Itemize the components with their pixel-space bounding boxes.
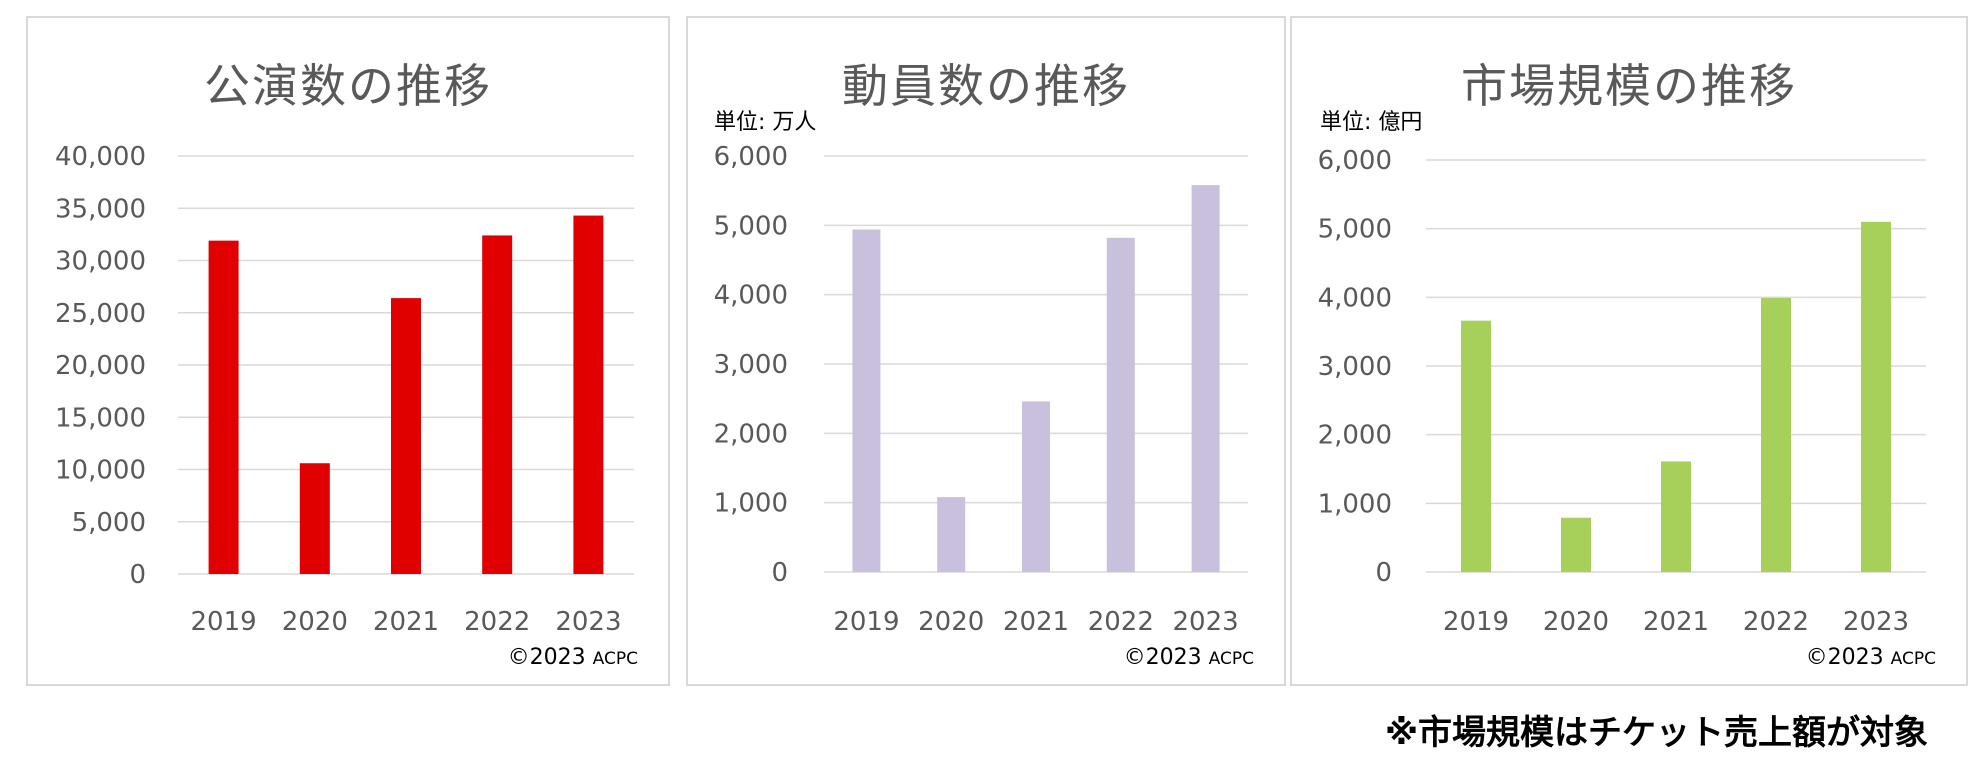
bar-2021: [391, 298, 421, 574]
bar-2022: [482, 235, 513, 575]
credit-org: ACPC: [1890, 649, 1936, 669]
y-tick-label: 5,000: [72, 508, 146, 538]
bar-2020: [299, 463, 330, 574]
x-tick-label: 2022: [1743, 607, 1809, 637]
y-tick-label: 0: [771, 558, 788, 588]
y-tick-label: 30,000: [55, 247, 146, 277]
copyright-credit: ©2023 ACPC: [508, 645, 638, 670]
bar-2020: [937, 497, 966, 572]
y-tick-label: 35,000: [55, 194, 146, 224]
bar-chart-performances: 0 5,000 10,000 15,000 20,000 25,000 30,000 35,0…: [55, 142, 634, 637]
copyright-credit: ©2023 ACPC: [1124, 645, 1254, 670]
chart-title: 動員数の推移: [842, 59, 1130, 113]
y-tick-label: 0: [1375, 558, 1392, 588]
bar-chart-market-size: 0 1,000 2,000 3,000 4,000 5,000 6,000 2019 2020 2…: [1318, 146, 1926, 637]
x-tick-label: 2022: [1088, 607, 1154, 637]
bar-2023: [1861, 221, 1891, 573]
x-tick-label: 2019: [1443, 607, 1509, 637]
unit-label: 単位: 万人: [714, 110, 817, 135]
y-tick-label: 4,000: [1318, 283, 1392, 313]
bar-2020: [1561, 517, 1591, 572]
bar-2019: [1461, 320, 1491, 572]
chart-panel-performances: 公演数の推移 0 5,000 10,000 15,000 20,000 25,000 30,…: [26, 16, 670, 686]
y-tick-label: 3,000: [714, 350, 788, 380]
x-tick-label: 2021: [1643, 607, 1709, 637]
y-tick-label: 10,000: [55, 456, 146, 486]
bar-2022: [1106, 237, 1135, 572]
x-tick-label: 2020: [282, 607, 348, 637]
x-tick-label: 2019: [833, 607, 899, 637]
unit-label: 単位: 億円: [1320, 110, 1423, 135]
bar-2019: [852, 229, 881, 572]
chart-title: 市場規模の推移: [1461, 59, 1797, 113]
y-tick-label: 3,000: [1318, 352, 1392, 382]
chart-title: 公演数の推移: [204, 59, 492, 113]
chart-panel-attendance: 動員数の推移 単位: 万人 0 1,000 2,000 3,000 4,000 5,000…: [686, 16, 1286, 686]
y-tick-label: 20,000: [55, 351, 146, 381]
y-tick-label: 0: [129, 560, 146, 590]
y-tick-label: 5,000: [714, 211, 788, 241]
bar-2021: [1661, 461, 1691, 572]
x-tick-label: 2023: [1843, 607, 1909, 637]
y-tick-label: 1,000: [1318, 489, 1392, 519]
bar-2023: [573, 215, 604, 574]
x-tick-label: 2023: [1173, 607, 1239, 637]
y-tick-label: 2,000: [714, 419, 788, 449]
chart-panel-market-size: 市場規模の推移 単位: 億円 0 1,000 2,000 3,000 4,000 5,00…: [1290, 16, 1968, 686]
y-tick-label: 1,000: [714, 489, 788, 519]
copyright-credit: ©2023 ACPC: [1806, 645, 1936, 670]
y-tick-label: 15,000: [55, 403, 146, 433]
bar-2021: [1022, 401, 1050, 572]
y-tick-label: 2,000: [1318, 421, 1392, 451]
x-tick-label: 2020: [918, 607, 984, 637]
x-tick-label: 2022: [464, 607, 530, 637]
y-tick-label: 40,000: [55, 142, 146, 172]
bar-chart-attendance: 0 1,000 2,000 3,000 4,000 5,000 6,000 2019 2020 2…: [714, 142, 1248, 637]
y-tick-label: 5,000: [1318, 215, 1392, 245]
y-tick-label: 4,000: [714, 281, 788, 311]
x-tick-label: 2021: [373, 607, 439, 637]
y-tick-label: 6,000: [714, 142, 788, 172]
x-tick-label: 2021: [1003, 607, 1069, 637]
x-tick-label: 2019: [191, 607, 257, 637]
x-tick-label: 2023: [555, 607, 621, 637]
y-tick-label: 6,000: [1318, 146, 1392, 176]
bar-2019: [208, 240, 239, 574]
credit-year: ©2023: [1123, 645, 1202, 670]
bar-2022: [1761, 298, 1791, 572]
credit-org: ACPC: [592, 649, 638, 669]
y-tick-label: 25,000: [55, 299, 146, 329]
footnote: ※市場規模はチケット売上額が対象: [1384, 713, 1928, 753]
credit-org: ACPC: [1208, 649, 1254, 669]
bar-2023: [1191, 185, 1220, 572]
credit-year: ©2023: [1805, 645, 1884, 670]
credit-year: ©2023: [507, 645, 586, 670]
x-tick-label: 2020: [1543, 607, 1609, 637]
